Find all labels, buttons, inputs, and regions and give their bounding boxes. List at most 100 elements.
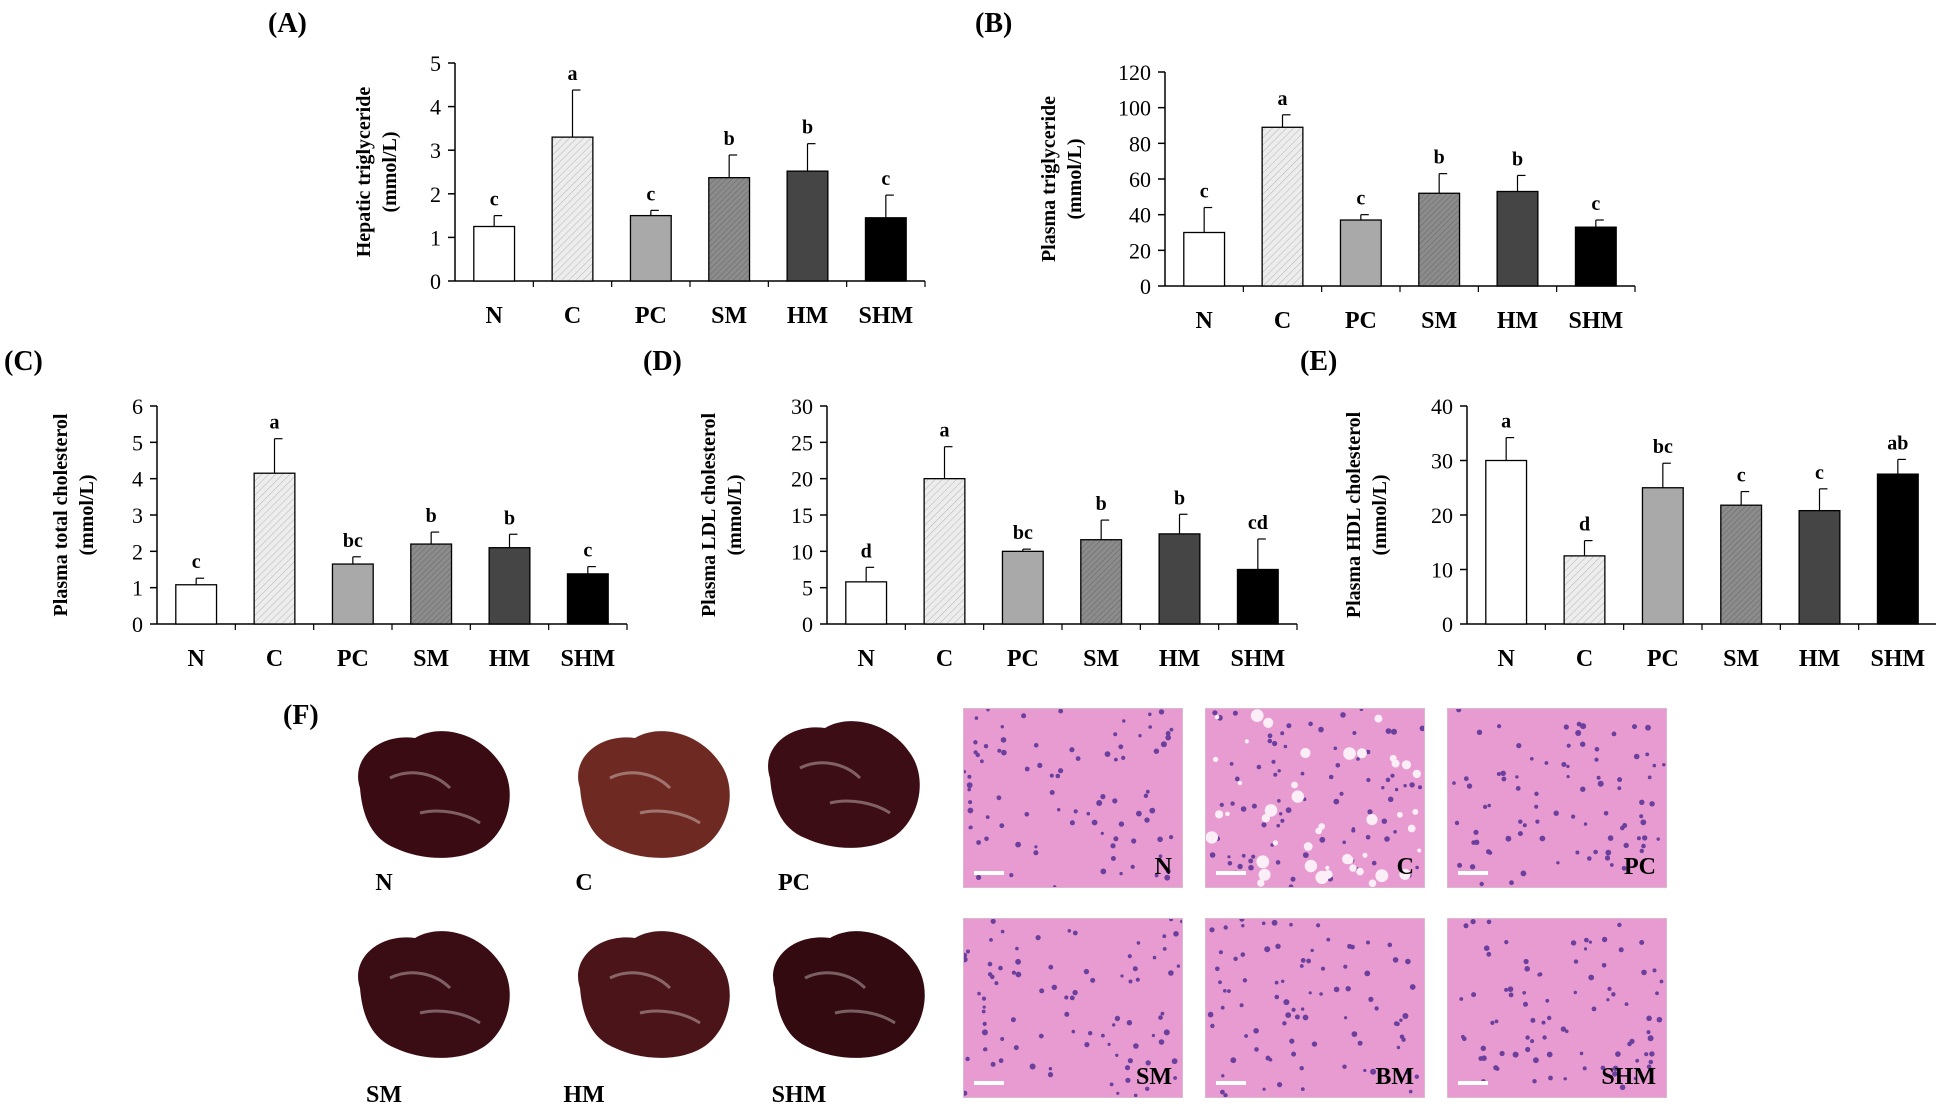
cell-nucleus <box>1326 937 1331 942</box>
cell-nucleus <box>1272 740 1278 747</box>
cell-nucleus <box>1343 964 1348 969</box>
cell-nucleus <box>1617 922 1622 928</box>
cell-nucleus <box>1165 734 1171 741</box>
cell-nucleus <box>1311 1041 1318 1047</box>
chart-panel-1: (B) Plasma triglyceride (mmol/L) 0 20 40 60 80 1… <box>975 8 1636 334</box>
cell-nucleus <box>1611 992 1616 997</box>
cell-nucleus <box>1310 948 1314 953</box>
histology-image-SM: SM <box>963 918 1183 1098</box>
cell-nucleus <box>1556 861 1560 865</box>
lipid-vacuole <box>1401 760 1412 770</box>
y-tick-label: 2 <box>430 182 441 207</box>
cell-nucleus <box>1165 868 1171 874</box>
cell-nucleus <box>1114 757 1118 762</box>
histology-label: SM <box>1136 1064 1172 1090</box>
significance-letter: b <box>1512 148 1523 170</box>
cell-nucleus <box>1351 827 1356 831</box>
cell-nucleus <box>1351 1031 1358 1037</box>
cell-nucleus <box>1299 1066 1304 1071</box>
cell-nucleus <box>1545 998 1550 1003</box>
cell-nucleus <box>1219 802 1224 807</box>
significance-letter: b <box>504 507 515 529</box>
cell-nucleus <box>1553 810 1559 816</box>
histology-label: SHM <box>1601 1064 1656 1090</box>
cell-nucleus <box>1104 751 1111 757</box>
cell-nucleus <box>1611 731 1617 737</box>
cell-nucleus <box>1162 947 1167 951</box>
cell-nucleus <box>983 1047 988 1052</box>
liver-highlight <box>609 971 701 1025</box>
lipid-vacuole <box>1356 867 1364 876</box>
cell-nucleus <box>973 750 978 755</box>
cell-nucleus <box>1072 930 1078 936</box>
liver-photo-HM <box>578 931 730 1058</box>
y-axis-label: Plasma LDL cholesterol (mmol/L) <box>698 413 746 618</box>
cell-nucleus <box>1223 925 1228 930</box>
cell-nucleus <box>1333 798 1340 805</box>
cell-nucleus <box>1160 741 1167 748</box>
bar-PC <box>629 214 672 282</box>
significance-letter: c <box>646 183 655 205</box>
significance-letter: ab <box>1887 432 1908 454</box>
significance-letter: b <box>1096 493 1107 515</box>
y-tick-label: 20 <box>1129 238 1151 263</box>
cell-nucleus <box>1244 1034 1248 1038</box>
lipid-vacuole <box>1323 870 1333 879</box>
cell-nucleus <box>1415 865 1419 870</box>
cell-nucleus <box>1646 1030 1651 1035</box>
cell-nucleus <box>1112 1023 1116 1027</box>
cell-nucleus <box>1605 849 1612 856</box>
cell-nucleus <box>1497 724 1502 729</box>
cell-nucleus <box>1072 989 1078 996</box>
cell-nucleus <box>1029 1063 1036 1070</box>
lipid-vacuole <box>1237 780 1243 786</box>
liver-highlight <box>389 771 481 825</box>
cell-nucleus <box>1603 811 1609 816</box>
cell-nucleus <box>1391 728 1397 735</box>
lipid-vacuole <box>1206 831 1218 844</box>
y-tick-label: 5 <box>430 51 441 76</box>
lipid-vacuole <box>1303 842 1313 851</box>
cell-nucleus <box>980 759 984 764</box>
y-axis-label-line2: (mmol/L) <box>379 131 401 212</box>
cell-nucleus <box>1169 919 1174 922</box>
cell-nucleus <box>1604 855 1611 861</box>
cell-nucleus <box>1486 951 1492 957</box>
cell-nucleus <box>1223 1093 1228 1097</box>
cell-nucleus <box>1333 746 1338 751</box>
lipid-vacuole <box>1264 804 1278 817</box>
cell-nucleus <box>1359 709 1364 711</box>
histology-texture <box>1448 919 1666 1097</box>
liver-highlight <box>609 771 701 825</box>
cell-nucleus <box>1542 1035 1547 1040</box>
cell-nucleus <box>1575 850 1580 855</box>
lipid-vacuole <box>1374 714 1383 723</box>
cell-nucleus <box>1281 979 1285 983</box>
cell-nucleus <box>1368 996 1374 1002</box>
cell-nucleus <box>1365 834 1371 840</box>
panel-letter: (A) <box>268 8 307 39</box>
cell-nucleus <box>1583 822 1588 826</box>
cell-nucleus <box>1500 770 1506 776</box>
cell-nucleus <box>1227 861 1233 866</box>
cell-nucleus <box>1209 927 1215 933</box>
x-tick-label: N <box>187 646 205 672</box>
histology-texture <box>964 709 1182 887</box>
cell-nucleus <box>1393 830 1397 834</box>
cell-nucleus <box>990 1061 996 1067</box>
y-tick-label: 3 <box>430 138 441 163</box>
cell-nucleus <box>1318 726 1324 733</box>
cell-nucleus <box>1646 1015 1652 1022</box>
cell-nucleus <box>1494 1019 1499 1024</box>
cell-nucleus <box>1058 768 1064 774</box>
cell-nucleus <box>1126 1020 1133 1026</box>
bar-SM <box>708 177 751 282</box>
cell-nucleus <box>1135 977 1140 982</box>
bar-HM <box>1496 190 1539 287</box>
cell-nucleus <box>1015 946 1019 951</box>
cell-nucleus <box>1128 979 1133 984</box>
cell-nucleus <box>1612 1065 1619 1072</box>
cell-nucleus <box>1607 835 1614 841</box>
cell-nucleus <box>974 716 979 720</box>
cell-nucleus <box>964 956 968 963</box>
